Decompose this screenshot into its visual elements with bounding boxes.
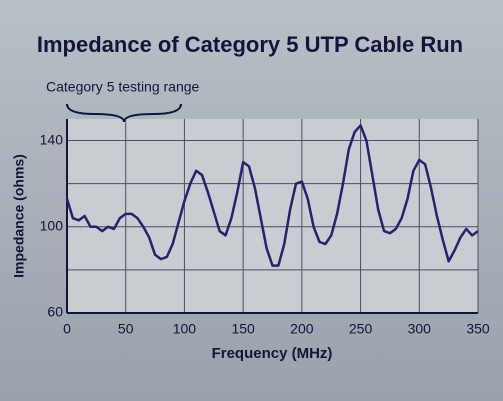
x-tick-label: 0 [63,321,71,337]
y-tick-label: 140 [40,131,64,147]
x-tick-label: 200 [290,321,314,337]
x-tick-label: 100 [173,321,197,337]
y-axis-label: Impedance (ohms) [11,154,27,278]
y-tick-label: 100 [40,217,64,233]
x-axis-label: Frequency (MHz) [212,345,333,362]
annotation: Category 5 testing range [46,79,200,95]
x-tick-label: 350 [466,321,490,337]
x-tick-label: 300 [408,321,432,337]
data-line [65,124,479,267]
plot-area [67,119,478,313]
y-tick-label: 60 [47,304,63,320]
x-tick-label: 250 [349,321,373,337]
x-tick-label: 150 [231,321,255,337]
x-tick-label: 50 [118,321,134,337]
chart-title: Impedance of Category 5 UTP Cable Run [37,32,463,57]
range-brace [66,103,182,123]
